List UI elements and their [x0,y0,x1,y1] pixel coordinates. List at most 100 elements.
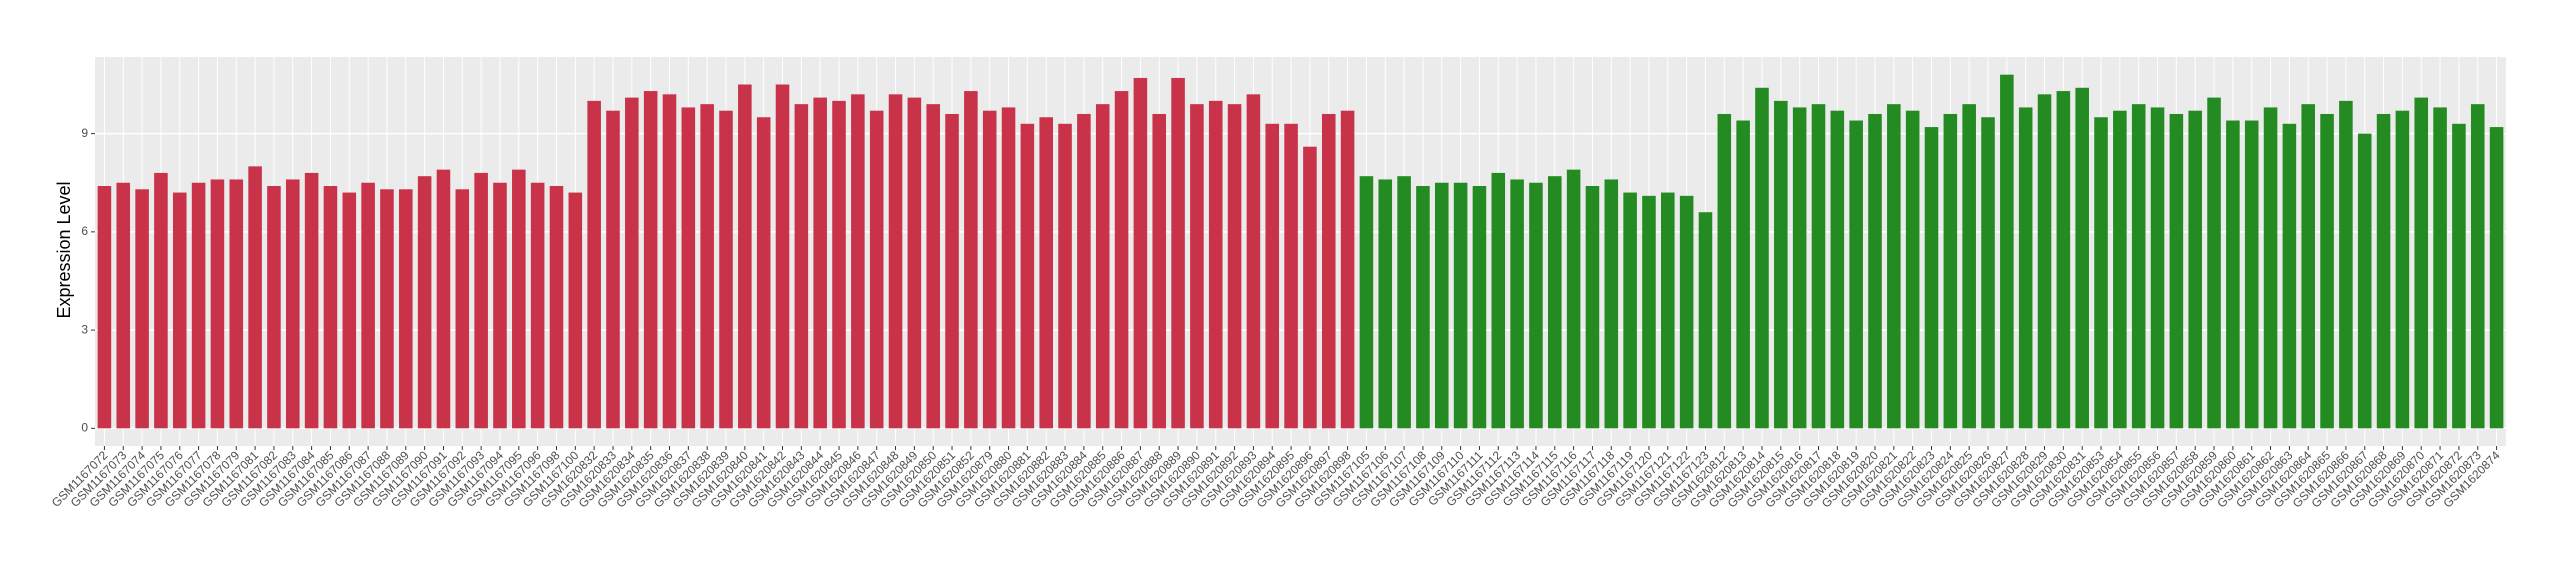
bar [1077,113,1091,429]
bar [1962,104,1976,429]
bar [756,117,771,429]
bar [191,182,206,429]
y-tick-label: 9 [81,126,88,140]
bar [888,94,903,429]
bar [2150,107,2165,429]
bar [926,104,940,429]
bar [1378,179,1393,429]
bar [1284,123,1298,429]
bar [1491,172,1506,429]
bar [1943,113,1958,429]
bar [813,97,827,429]
bar [1981,117,1995,429]
bar [1397,176,1411,429]
bar [1020,123,1035,429]
bar [1416,186,1430,429]
bar [1208,100,1223,429]
bar [2169,113,2184,429]
bar [982,110,997,429]
bar [512,169,526,429]
bar [2037,94,2052,429]
bar [549,186,564,429]
bar [700,104,714,429]
bar [851,94,865,429]
bar [1001,107,1016,429]
bar [342,192,357,429]
bar [2489,127,2504,429]
bar [1830,110,1845,429]
bar [1566,169,1581,429]
bar [2207,97,2221,429]
bar [1548,176,1562,429]
bar [606,110,620,429]
bar [2452,123,2466,429]
bar [2414,97,2429,429]
bar [1321,113,1336,429]
bar [1152,113,1167,429]
bar [1792,107,1807,429]
bar [945,113,959,429]
bar [1811,104,1826,429]
bar [1171,77,1185,429]
bar [2094,117,2108,429]
bar [1095,104,1110,429]
bar [2113,110,2127,429]
bar [399,189,413,429]
bar [1698,212,1713,429]
y-tick-label: 3 [81,322,88,336]
bar [662,94,677,429]
bar [1246,94,1261,429]
bar [2000,74,2014,429]
bar [1434,182,1449,429]
bar [135,189,149,429]
bar [1529,182,1543,429]
bar [361,182,375,429]
bar [2376,113,2391,429]
bar [775,84,790,429]
bar [1868,113,1882,429]
bar [172,192,187,429]
bar [1190,104,1204,429]
bar [1849,120,1863,429]
bar [1133,77,1148,429]
bar [2433,107,2447,429]
bar [455,189,470,429]
bar [493,182,507,429]
bar [1623,192,1637,429]
bar [2339,100,2353,429]
bar [1774,100,1788,429]
bar [2244,120,2259,429]
bar [1642,195,1656,429]
bar [248,166,262,429]
bar [304,172,319,429]
bar [2075,87,2089,429]
bar [2470,104,2485,429]
bar [719,110,733,429]
bar [568,192,583,429]
bar [2282,123,2297,429]
bar [1717,113,1732,429]
bar [2188,110,2202,429]
bar [587,100,601,429]
bar [2056,91,2071,429]
bar [2320,113,2334,429]
bar [1905,110,1920,429]
bar [116,182,131,429]
bar [229,179,244,429]
bar [323,186,338,429]
y-tick-label: 6 [81,224,88,238]
bar [154,172,168,429]
bar [1340,110,1355,429]
bar [2131,104,2146,429]
bar [907,97,922,429]
bar [267,186,281,429]
bar [530,182,545,429]
bar [1039,117,1053,429]
bar [1472,186,1487,429]
bar [1359,176,1374,429]
bar [643,91,658,429]
bar [1755,87,1769,429]
bar [285,179,300,429]
bar [1058,123,1072,429]
